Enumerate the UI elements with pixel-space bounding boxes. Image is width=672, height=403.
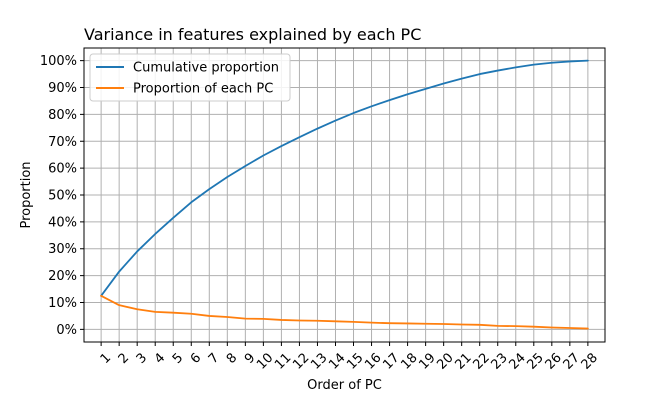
x-axis-label: Order of PC bbox=[307, 378, 382, 393]
y-axis-ticks: 0% 10% 20% 30% 40% 50% 60% 70% 80% 90% 100% bbox=[40, 54, 84, 338]
legend-box bbox=[89, 53, 291, 102]
y-tick-label: 0% bbox=[56, 323, 77, 338]
y-tick-label: 40% bbox=[48, 215, 77, 230]
y-tick-label: 10% bbox=[48, 296, 77, 311]
x-tick-label: 7 bbox=[206, 350, 222, 366]
y-tick-label: 90% bbox=[48, 81, 77, 96]
x-tick-label: 6 bbox=[188, 350, 204, 366]
y-axis-label: Proportion bbox=[19, 161, 34, 228]
y-tick-label: 80% bbox=[48, 108, 77, 123]
x-tick-label: 5 bbox=[170, 350, 186, 366]
x-tick-label: 28 bbox=[579, 350, 601, 372]
series-line-cumulative bbox=[100, 59, 589, 297]
legend-label-each-pc: Proportion of each PC bbox=[133, 82, 273, 97]
x-tick-label: 1 bbox=[98, 350, 114, 366]
y-tick-label: 50% bbox=[48, 189, 77, 204]
x-axis-ticks: 1 2 3 4 5 6 7 8 91011121314151617181920212223242… bbox=[98, 342, 601, 373]
chart-title: Variance in features explained by each P… bbox=[84, 25, 421, 44]
x-tick-label: 3 bbox=[134, 350, 150, 366]
legend-label-cumulative: Cumulative proportion bbox=[133, 61, 279, 76]
y-tick-label: 20% bbox=[48, 269, 77, 284]
y-tick-label: 100% bbox=[40, 54, 77, 69]
series-line-each-pc bbox=[100, 294, 589, 330]
x-tick-label: 2 bbox=[116, 350, 132, 366]
legend: Cumulative proportion Proportion of each… bbox=[89, 53, 291, 102]
y-tick-label: 70% bbox=[48, 135, 77, 150]
series-lines bbox=[100, 59, 589, 330]
x-tick-label: 8 bbox=[224, 350, 240, 366]
y-tick-label: 60% bbox=[48, 162, 77, 177]
x-tick-label: 4 bbox=[152, 350, 168, 366]
y-tick-label: 30% bbox=[48, 242, 77, 257]
